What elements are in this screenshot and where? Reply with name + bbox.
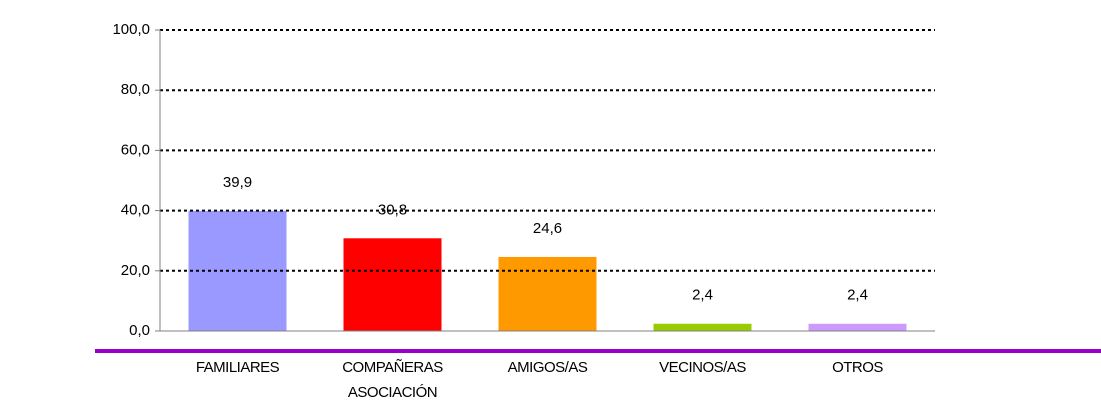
y-tick-label: 0,0	[129, 322, 150, 339]
value-label: 2,4	[847, 287, 868, 304]
y-tick-label: 80,0	[121, 81, 150, 98]
bar	[343, 238, 442, 331]
y-tick-label: 40,0	[121, 202, 150, 219]
value-label: 30,8	[378, 201, 407, 218]
x-tick-label: FAMILIARES	[195, 359, 280, 376]
bar	[808, 323, 907, 331]
y-tick-label: 60,0	[121, 141, 150, 158]
y-tick-label: 100,0	[112, 21, 150, 38]
value-label: 39,9	[223, 174, 252, 191]
x-tick-label: VECINOS/AS	[659, 359, 746, 376]
bar	[498, 256, 597, 331]
y-tick-label: 20,0	[121, 262, 150, 279]
x-tick-label: AMIGOS/AS	[507, 359, 588, 376]
value-label: 2,4	[692, 287, 713, 304]
x-tick-label: OTROS	[832, 359, 883, 376]
x-tick-label: COMPAÑERAS ASOCIACIÓN	[342, 359, 443, 401]
value-label: 24,6	[533, 220, 562, 237]
bar	[653, 323, 752, 331]
